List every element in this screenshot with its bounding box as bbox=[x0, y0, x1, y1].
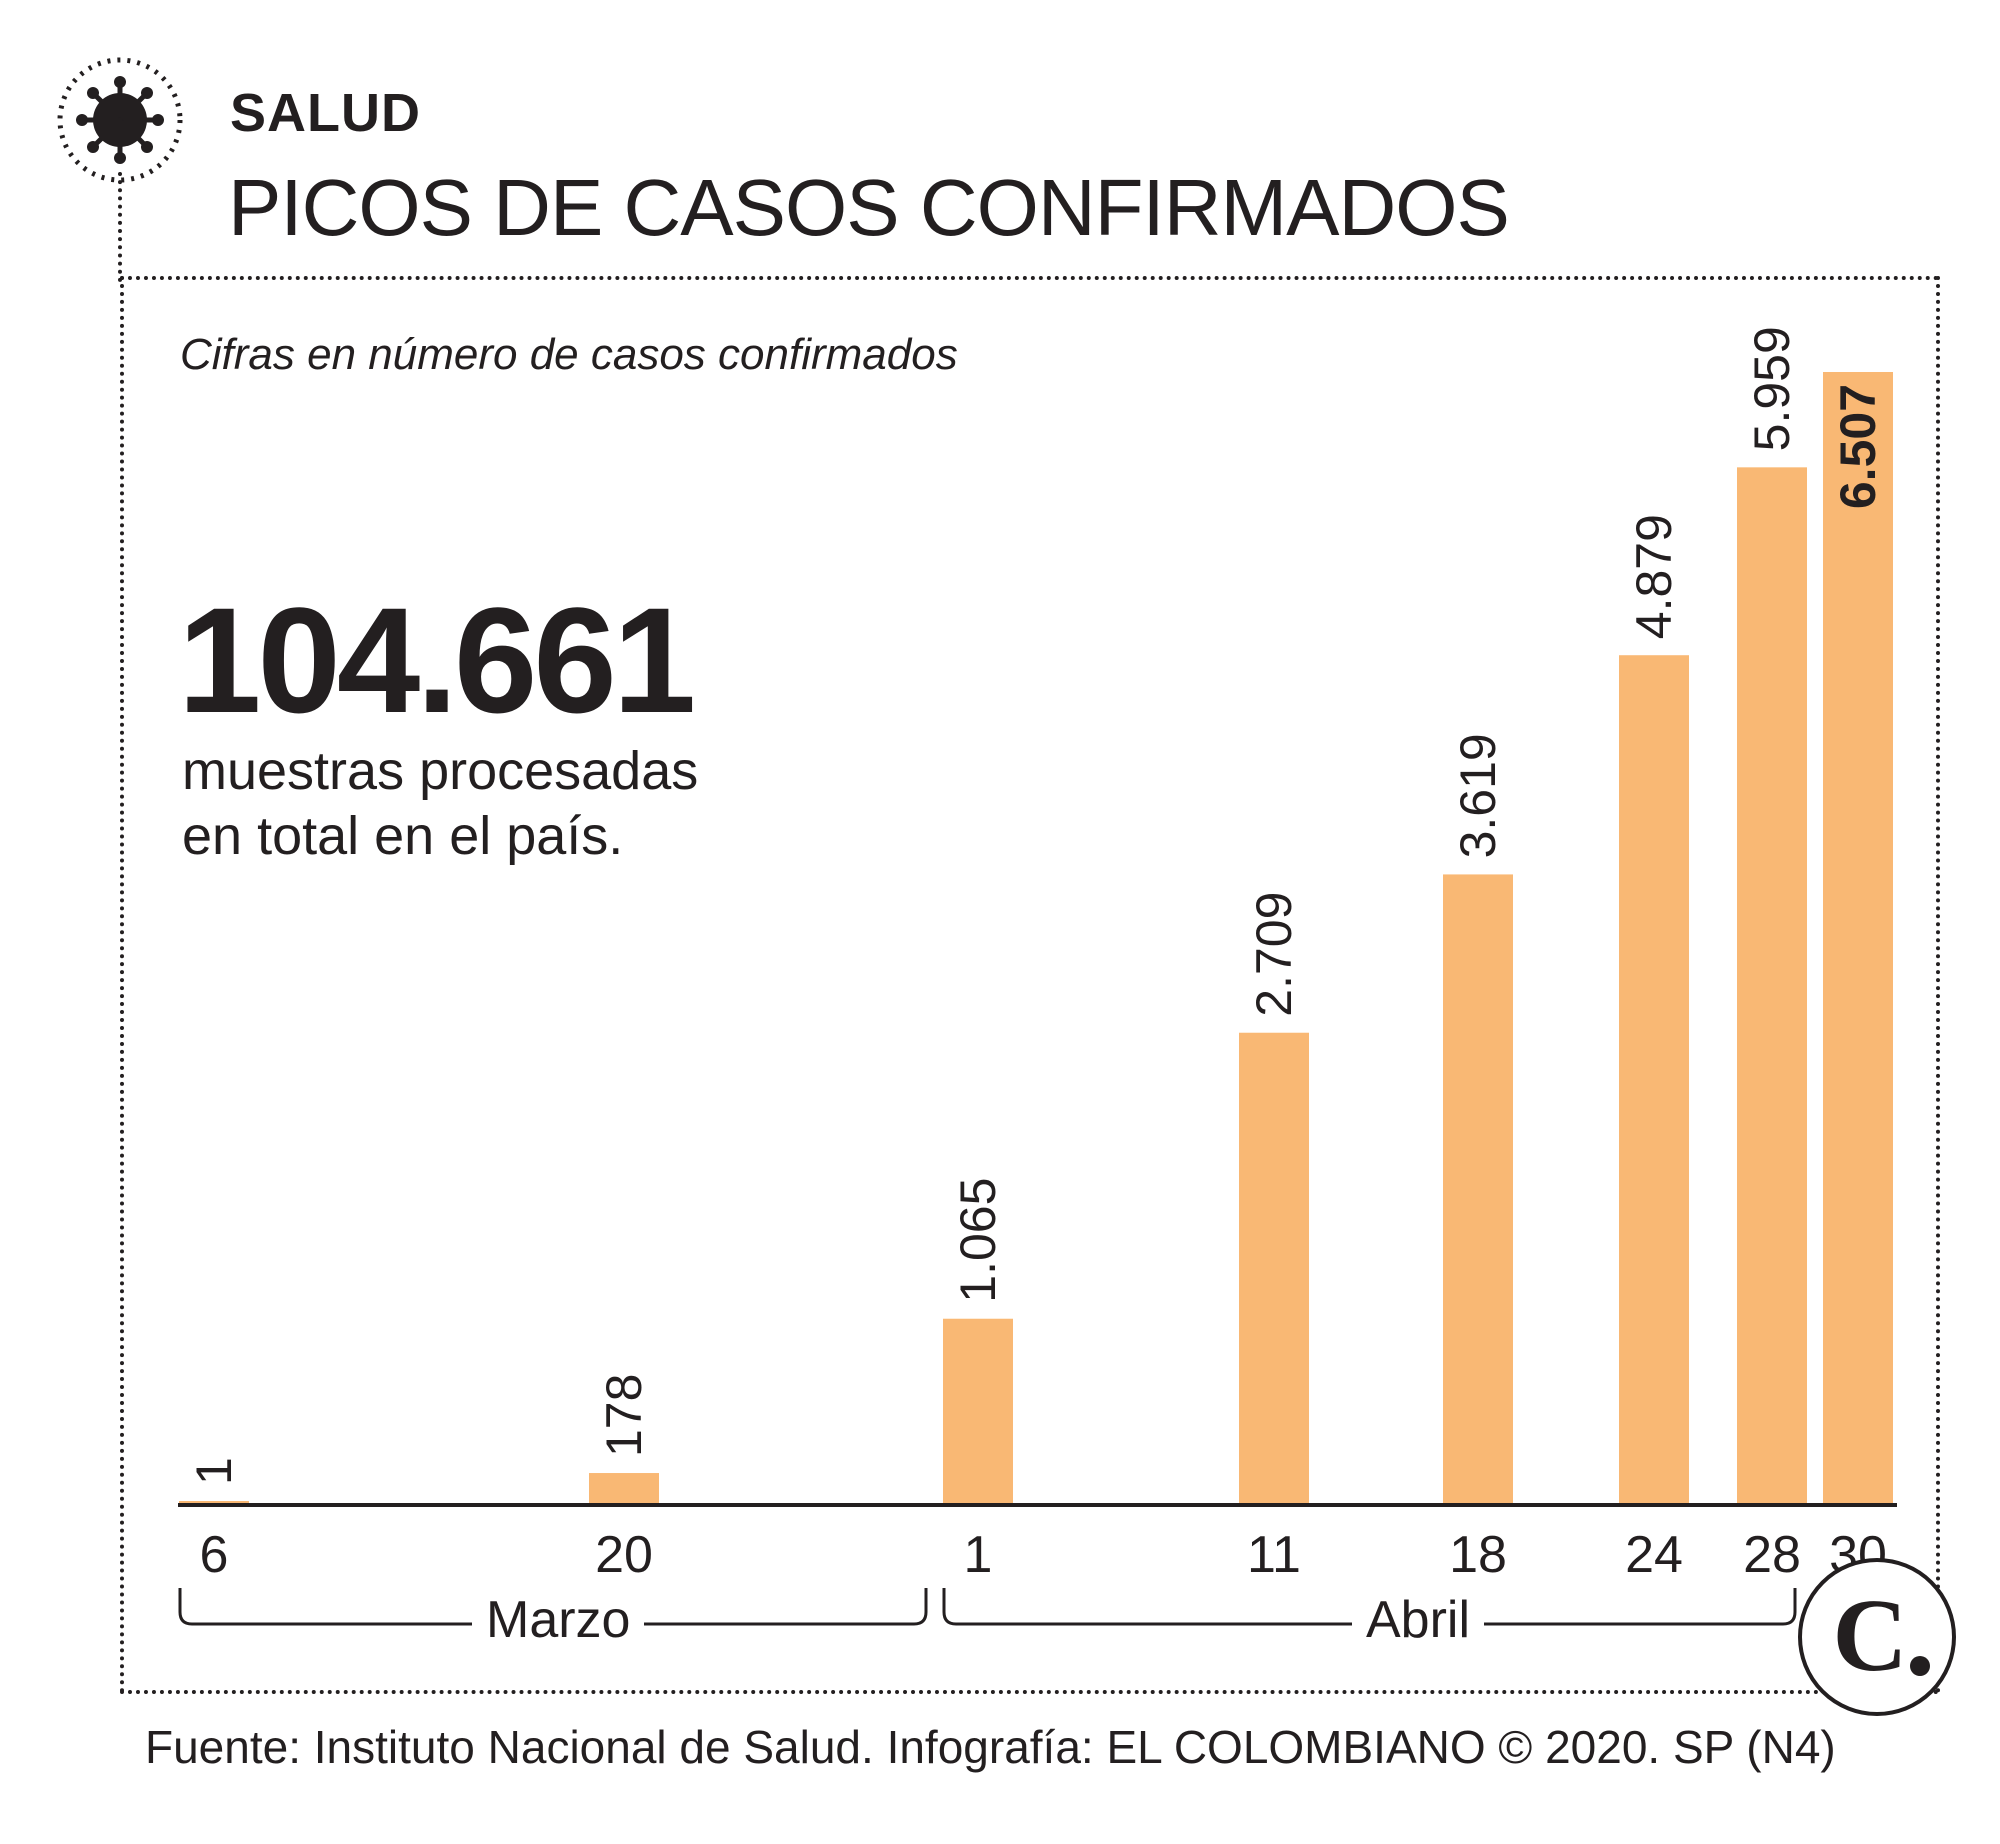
virus-icon bbox=[57, 57, 183, 183]
chart-subtitle: Cifras en número de casos confirmados bbox=[180, 330, 958, 379]
x-tick-label-3: 11 bbox=[1247, 1526, 1301, 1584]
section-label: SALUD bbox=[230, 83, 421, 143]
total-samples-desc-line1: muestras procesadas bbox=[182, 741, 699, 801]
bar-0 bbox=[179, 1501, 249, 1504]
chart-title: PICOS DE CASOS CONFIRMADOS bbox=[228, 163, 1510, 252]
bar-4 bbox=[1443, 874, 1513, 1504]
x-tick-label-5: 24 bbox=[1625, 1526, 1683, 1584]
x-tick-label-6: 28 bbox=[1743, 1526, 1801, 1584]
bar-value-label-5: 4.879 bbox=[1626, 514, 1682, 639]
source-credit: Fuente: Instituto Nacional de Salud. Inf… bbox=[145, 1721, 1836, 1773]
x-tick-label-1: 20 bbox=[595, 1526, 653, 1584]
x-tick-label-2: 1 bbox=[964, 1526, 993, 1584]
bar-value-label-1: 178 bbox=[596, 1374, 652, 1457]
x-tick-label-4: 18 bbox=[1449, 1526, 1507, 1584]
c-logo-icon: C bbox=[1832, 1578, 1930, 1693]
bar-3 bbox=[1239, 1032, 1309, 1504]
bar-5 bbox=[1619, 655, 1689, 1504]
svg-text:C: C bbox=[1832, 1578, 1907, 1693]
bar-value-label-2: 1.065 bbox=[950, 1178, 1006, 1303]
bar-7 bbox=[1823, 372, 1893, 1504]
bar-value-label-7: 6.507 bbox=[1830, 384, 1886, 509]
total-samples-desc-line2: en total en el país. bbox=[182, 806, 624, 866]
month-label-march: Marzo bbox=[472, 1590, 645, 1650]
bar-value-label-3: 2.709 bbox=[1246, 892, 1302, 1017]
month-label-april: Abril bbox=[1352, 1590, 1485, 1650]
el-colombiano-logo: C bbox=[1798, 1558, 1956, 1716]
dotted-connector bbox=[118, 172, 122, 282]
x-tick-label-0: 6 bbox=[200, 1526, 229, 1584]
bar-chart: 1 6 178 20 1.065 1 2.709 11 3.619 18 4.879 24 5.959 2… bbox=[178, 326, 1897, 1626]
bar-1 bbox=[589, 1473, 659, 1504]
bar-value-label-4: 3.619 bbox=[1450, 733, 1506, 858]
chart-frame bbox=[120, 276, 1940, 1694]
bar-value-label-0: 1 bbox=[186, 1457, 242, 1485]
bar-6 bbox=[1737, 467, 1807, 1505]
bar-2 bbox=[943, 1318, 1013, 1504]
bar-value-label-6: 5.959 bbox=[1744, 326, 1800, 451]
total-samples-value: 104.661 bbox=[178, 576, 696, 744]
